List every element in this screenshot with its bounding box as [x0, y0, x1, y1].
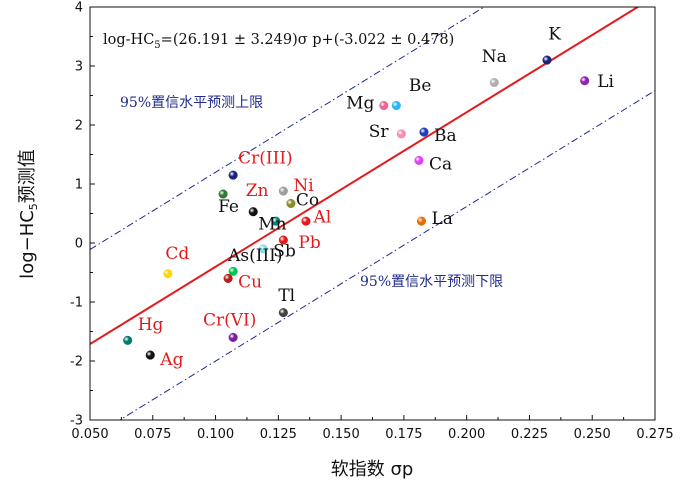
- point-label: Ni: [293, 176, 314, 196]
- x-axis-title: 软指数 σp: [331, 459, 414, 480]
- lower-prediction-line: [118, 90, 655, 420]
- data-point-ba: [419, 127, 429, 137]
- y-axis-title-sub: 5: [27, 203, 40, 210]
- x-tick-label: 0.225: [511, 427, 548, 442]
- data-point-ni: [278, 186, 288, 196]
- data-point-criii: [228, 170, 238, 180]
- data-point-crvi: [228, 332, 238, 342]
- x-axis-ticks: 0.050 0.075 0.100 0.125 0.150 0.175 0.200 0.225…: [71, 415, 674, 442]
- point-label: Cu: [238, 272, 262, 292]
- point-label: Li: [597, 72, 614, 92]
- data-point-sr: [396, 129, 406, 139]
- point-label: Ca: [429, 154, 452, 174]
- data-point-zn: [218, 189, 228, 199]
- point-label: Ba: [434, 126, 457, 146]
- point-label: La: [432, 209, 453, 229]
- point-label: Co: [296, 190, 319, 210]
- x-tick-label: 0.125: [260, 427, 297, 442]
- x-tick-label: 0.150: [323, 427, 360, 442]
- y-tick-label: -2: [70, 355, 83, 370]
- x-tick-label: 0.100: [197, 427, 234, 442]
- data-point-sb: [258, 244, 268, 254]
- point-label: Cd: [165, 244, 189, 264]
- point-label: Cr(VI): [203, 311, 256, 331]
- y-tick-label: 2: [75, 119, 83, 134]
- y-tick-label: 4: [75, 1, 83, 16]
- point-label: Pb: [298, 233, 320, 253]
- equation-prefix: log-HC: [103, 32, 154, 48]
- point-label: Sr: [369, 122, 390, 142]
- regression-equation: log-HC5=(26.191 ± 3.249)σ p+(-3.022 ± 0.…: [103, 32, 454, 51]
- data-point-la: [416, 216, 427, 226]
- data-point-co: [286, 198, 296, 209]
- data-point-hg: [123, 335, 133, 345]
- point-label: As(III): [227, 246, 282, 266]
- y-tick-label: -1: [70, 296, 83, 311]
- data-point-cd: [163, 269, 173, 279]
- data-point-tl: [278, 308, 288, 318]
- data-point-mn: [271, 216, 281, 226]
- point-label: Ag: [159, 350, 183, 370]
- x-tick-label: 0.050: [71, 427, 108, 442]
- point-label: Mn: [258, 215, 286, 235]
- upper-band-label: 95%置信水平预测上限: [120, 95, 263, 111]
- point-label: Mg: [346, 94, 374, 114]
- equation-body: =(26.191 ± 3.249)σ p+(-3.022 ± 0.478): [161, 32, 455, 48]
- y-tick-label: 0: [75, 237, 83, 252]
- data-point-ag: [145, 350, 155, 360]
- y-tick-label: 1: [75, 178, 83, 193]
- point-label: Hg: [138, 315, 164, 335]
- x-tick-label: 0.250: [574, 427, 611, 442]
- regression-fit-line: [90, 7, 640, 345]
- point-label: Na: [482, 47, 507, 67]
- lower-band-label: 95%置信水平预测下限: [360, 274, 503, 290]
- data-point-mg: [379, 100, 389, 111]
- lines-layer: [90, 7, 655, 420]
- points-layer: K Na Li Mg Be Sr Ba Ca Cr(III)Ni Zn Co Fe Mn Al La Sb Pb…: [123, 25, 615, 370]
- data-point-fe: [248, 207, 258, 217]
- point-label: Zn: [246, 181, 269, 201]
- y-axis-title-tail: 预测值: [17, 149, 38, 203]
- y-axis-ticks: -3 -2 -1 0 1 2 3 4: [70, 1, 95, 429]
- y-axis-title: log−HC5预测值: [17, 149, 40, 279]
- data-point-li: [580, 76, 590, 86]
- point-label: Be: [409, 76, 432, 96]
- y-tick-label: -3: [70, 414, 83, 429]
- x-tick-label: 0.075: [134, 427, 171, 442]
- point-label: Fe: [218, 197, 239, 217]
- data-point-asiii: [228, 266, 238, 276]
- x-tick-label: 0.200: [448, 427, 485, 442]
- data-point-cu: [223, 273, 233, 283]
- point-label: Sb: [273, 242, 296, 262]
- data-point-na: [489, 77, 499, 88]
- y-tick-label: 3: [75, 60, 83, 75]
- data-point-al: [301, 216, 311, 226]
- point-label: Al: [312, 207, 331, 227]
- data-point-pb: [278, 235, 288, 245]
- y-axis-title-main: log−HC: [17, 210, 38, 279]
- point-label: K: [548, 25, 561, 45]
- data-point-k: [542, 55, 552, 65]
- data-point-be: [391, 100, 401, 111]
- x-tick-label: 0.175: [385, 427, 422, 442]
- data-point-ca: [414, 155, 424, 165]
- point-label: Cr(III): [238, 148, 293, 168]
- point-label: Tl: [278, 286, 295, 306]
- equation-subscript: 5: [154, 40, 160, 51]
- x-tick-label: 0.275: [636, 427, 673, 442]
